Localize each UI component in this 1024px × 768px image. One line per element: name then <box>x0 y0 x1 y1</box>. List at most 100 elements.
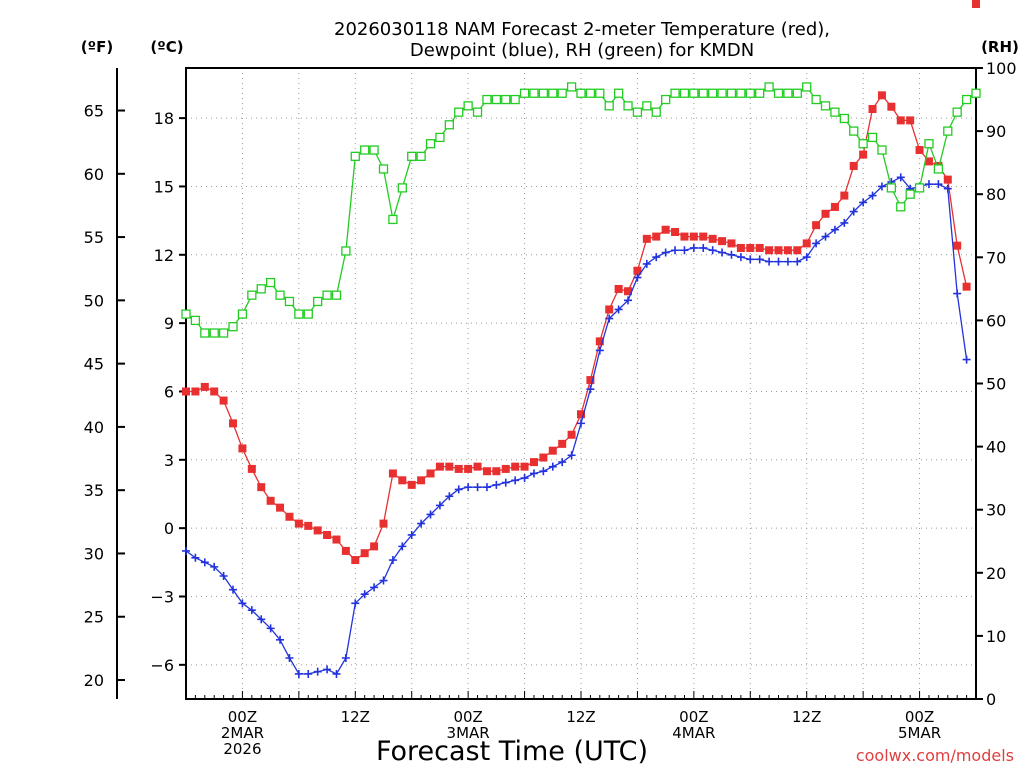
rh-point <box>303 309 313 319</box>
dewpoint-point <box>210 562 219 571</box>
temperature-point <box>492 467 501 476</box>
rh-tick-label: 10 <box>986 627 1006 646</box>
rh-point <box>181 309 191 319</box>
rh-tick-label: 30 <box>986 501 1006 520</box>
rh-point <box>256 284 266 294</box>
rh-point <box>708 88 718 98</box>
dewpoint-point <box>360 590 369 599</box>
dewpoint-point <box>323 665 332 674</box>
rh-point <box>331 290 342 300</box>
fahrenheit-axis-ticks: 20 25 30 35 40 45 50 55 60 65 <box>84 102 125 690</box>
dewpoint-point <box>417 519 426 528</box>
rh-point <box>538 88 549 98</box>
series-rh <box>181 82 981 338</box>
temperature-point <box>624 287 633 296</box>
rh-point <box>472 107 483 117</box>
dewpoint-point <box>661 248 670 257</box>
rh-point <box>914 183 925 193</box>
dewpoint-point <box>454 485 463 494</box>
temperature-point <box>896 116 905 125</box>
rh-point <box>275 290 285 300</box>
rh-point <box>811 94 821 105</box>
rh-point <box>237 309 248 319</box>
temperature-point <box>736 243 745 252</box>
dewpoint-point <box>473 483 482 492</box>
fahrenheit-tick-label: 35 <box>84 481 104 500</box>
dewpoint-point <box>229 585 238 594</box>
temperature-point <box>746 243 755 252</box>
rh-point <box>228 322 238 332</box>
temperature-point <box>906 116 915 125</box>
rh-point <box>510 94 520 105</box>
rh-point <box>642 101 652 111</box>
time-tick-label: 3MAR <box>447 724 490 742</box>
dewpoint-point <box>924 180 933 189</box>
dewpoint-point <box>285 653 294 662</box>
temperature-point <box>454 464 463 473</box>
rh-axis-ticks: 0 10 20 30 40 50 60 70 80 90 100 <box>976 59 1017 709</box>
temperature-point <box>388 469 397 478</box>
temperature-point <box>783 246 792 255</box>
rh-point <box>679 88 690 98</box>
celsius-tick-label: 6 <box>164 382 174 401</box>
dewpoint-point <box>736 253 745 262</box>
fahrenheit-tick-label: 45 <box>84 355 104 374</box>
celsius-tick-label: 15 <box>154 177 174 196</box>
temperature-point <box>426 469 435 478</box>
dewpoint-point <box>435 501 444 510</box>
dewpoint-point <box>266 624 275 633</box>
rh-point <box>933 164 944 174</box>
rh-point <box>670 88 680 98</box>
dewpoint-point <box>445 492 454 501</box>
celsius-tick-label: 12 <box>154 246 174 265</box>
rh-point <box>585 88 596 98</box>
temperature-point <box>793 246 802 255</box>
dewpoint-point <box>247 606 256 615</box>
temperature-point <box>351 556 360 565</box>
rh-point <box>284 296 295 307</box>
temperature-point <box>633 266 642 275</box>
dewpoint-point <box>774 257 783 266</box>
dewpoint-point <box>577 419 585 428</box>
rh-point <box>209 328 219 338</box>
dewpoint-point <box>191 553 200 562</box>
temperature-point <box>840 191 849 200</box>
temperature-point <box>276 503 285 512</box>
dewpoint-point <box>840 218 849 227</box>
dewpoint-point <box>407 530 416 539</box>
temperature-point <box>257 483 266 492</box>
dewpoint-point <box>783 257 792 266</box>
temperature-point <box>859 150 868 159</box>
fahrenheit-unit-label: (ºF) <box>81 38 113 56</box>
dewpoint-point <box>793 257 802 266</box>
rh-point <box>820 101 831 111</box>
temperature-point <box>219 396 228 405</box>
temperature-point <box>943 175 952 184</box>
temperature-point <box>464 464 473 473</box>
rh-point <box>378 164 389 174</box>
dewpoint-point <box>708 246 717 255</box>
dewpoint-point <box>351 599 360 608</box>
temperature-point <box>473 462 482 471</box>
dewpoint-point <box>859 198 868 207</box>
temperature-point <box>577 410 585 419</box>
dewpoint-point <box>426 510 435 519</box>
rh-point <box>482 94 492 105</box>
temperature-point <box>435 462 444 471</box>
rh-point <box>388 214 398 225</box>
celsius-tick-label: −6 <box>150 656 174 675</box>
dewpoint-point <box>849 207 858 216</box>
temperature-point <box>511 462 520 471</box>
dewpoint-point <box>680 246 689 255</box>
celsius-tick-label: 3 <box>164 451 174 470</box>
temperature-point <box>200 382 209 391</box>
temperature-point <box>417 476 426 485</box>
temperature-point <box>586 376 595 385</box>
temperature-point <box>229 419 238 428</box>
temperature-point <box>877 91 886 100</box>
dewpoint-point <box>482 483 491 492</box>
dewpoint-point <box>718 248 727 257</box>
rh-point <box>886 183 897 193</box>
temperature-point <box>567 430 576 439</box>
rh-point <box>519 88 530 98</box>
